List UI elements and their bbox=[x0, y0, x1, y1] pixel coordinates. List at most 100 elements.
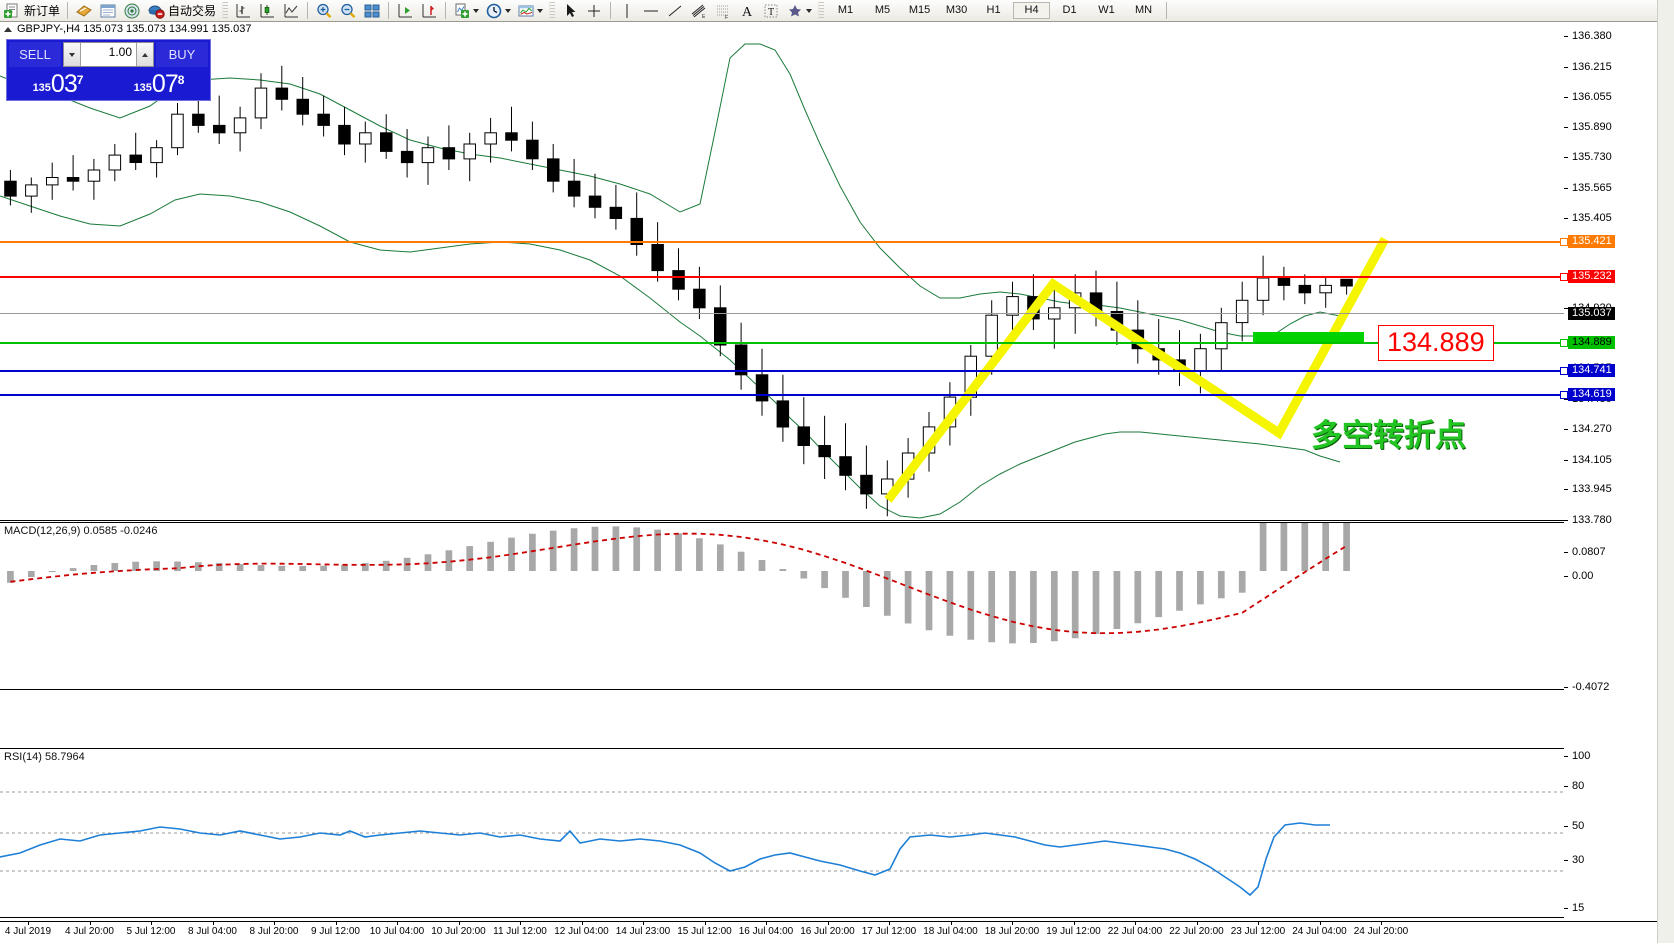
chevron-down-icon-4[interactable] bbox=[806, 8, 813, 13]
price-axis[interactable]: 136.380 136.215 136.055 135.890 135.730 135.5… bbox=[1564, 30, 1674, 916]
indicators-button[interactable] bbox=[450, 1, 482, 21]
price-tag-current-price[interactable]: 135.037 bbox=[1568, 307, 1615, 320]
price-tag-resistance-red[interactable]: 135.232 bbox=[1568, 270, 1615, 283]
price-line-handle[interactable] bbox=[1560, 367, 1568, 375]
navigator-button[interactable] bbox=[120, 1, 144, 21]
timeframe-h4[interactable]: H4 bbox=[1013, 2, 1051, 19]
price-line-current-price[interactable] bbox=[0, 313, 1564, 314]
vertical-line-button[interactable] bbox=[615, 1, 639, 21]
text-button[interactable]: A bbox=[735, 1, 759, 21]
price-plot[interactable] bbox=[0, 36, 1564, 520]
volume-stepper[interactable]: 1.00 bbox=[63, 42, 154, 67]
line-chart-button[interactable] bbox=[279, 1, 303, 21]
expert-advisors-button[interactable] bbox=[72, 1, 96, 21]
rsi-tick-label: 15 bbox=[1572, 902, 1585, 914]
time-tick-label: 10 Jul 04:00 bbox=[369, 926, 425, 937]
macd-plot[interactable] bbox=[0, 523, 1564, 689]
trendline-button[interactable] bbox=[663, 1, 687, 21]
bar-chart-button[interactable] bbox=[231, 1, 255, 21]
buy-button[interactable]: BUY bbox=[156, 42, 208, 67]
price-tag-support-blue-1[interactable]: 134.741 bbox=[1568, 364, 1615, 377]
price-line-handle[interactable] bbox=[1560, 391, 1568, 399]
timeframe-m5[interactable]: M5 bbox=[874, 4, 891, 16]
chart-area[interactable]: 134.889 多空转折点 MACD(12,26,9) 0.0585 -0.02… bbox=[0, 30, 1674, 921]
zoom-in-button[interactable] bbox=[312, 1, 336, 21]
toolbar-grip-3[interactable] bbox=[818, 2, 825, 19]
one-click-trading-panel[interactable]: SELL 1.00 BUY 135 03 7 135 07 8 bbox=[6, 39, 211, 101]
price-tickmark bbox=[1564, 187, 1568, 189]
price-line-support-blue-2[interactable] bbox=[0, 394, 1564, 396]
timeframe-m30[interactable]: M30 bbox=[945, 4, 968, 16]
sell-button[interactable]: SELL bbox=[9, 42, 61, 67]
timeframe-d1[interactable]: D1 bbox=[1062, 4, 1077, 16]
time-tick-label: 4 Jul 2019 bbox=[4, 926, 52, 937]
price-tag-support-green[interactable]: 134.889 bbox=[1568, 336, 1615, 349]
crosshair-icon bbox=[585, 2, 603, 20]
timeframe-w1[interactable]: W1 bbox=[1098, 4, 1115, 16]
price-tag-resistance-orange[interactable]: 135.421 bbox=[1568, 235, 1615, 248]
toolbar-divider-5 bbox=[610, 2, 612, 19]
price-line-handle[interactable] bbox=[1560, 273, 1568, 281]
price-line-handle[interactable] bbox=[1560, 339, 1568, 347]
volume-increment-button[interactable] bbox=[136, 43, 153, 66]
toolbar-divider-2 bbox=[307, 2, 309, 19]
time-axis[interactable]: 4 Jul 2019 4 Jul 20:00 5 Jul 12:00 8 Jul 04… bbox=[0, 921, 1674, 944]
horizontal-line-button[interactable] bbox=[639, 1, 663, 21]
sell-price-big: 03 bbox=[50, 70, 78, 98]
price-tick-label: 136.380 bbox=[1572, 30, 1612, 42]
timeframe-m1[interactable]: M1 bbox=[837, 4, 854, 16]
macd-panel[interactable]: MACD(12,26,9) 0.0585 -0.0246 bbox=[0, 522, 1564, 690]
rsi-panel[interactable]: RSI(14) 58.7964 bbox=[0, 748, 1564, 918]
price-tick-label: 134.105 bbox=[1572, 453, 1612, 466]
chevron-down-icon-volume bbox=[69, 52, 75, 57]
rsi-plot[interactable] bbox=[0, 749, 1564, 917]
price-line-support-blue-1[interactable] bbox=[0, 370, 1564, 372]
autotrading-icon bbox=[147, 2, 165, 20]
time-tick-label: 8 Jul 20:00 bbox=[249, 926, 299, 937]
toolbar-grip-2[interactable] bbox=[549, 2, 556, 19]
equidistant-channel-button[interactable]: E bbox=[687, 1, 711, 21]
price-line-resistance-red[interactable] bbox=[0, 276, 1564, 278]
price-tag-support-blue-2[interactable]: 134.619 bbox=[1568, 388, 1615, 401]
timeframe-mn[interactable]: MN bbox=[1134, 4, 1153, 16]
text-label-button[interactable]: T bbox=[759, 1, 783, 21]
price-tickmark bbox=[1564, 307, 1568, 309]
chevron-up-icon-volume bbox=[142, 52, 148, 57]
volume-dropdown-button[interactable] bbox=[64, 43, 81, 66]
collapse-triangle-icon[interactable] bbox=[4, 26, 12, 32]
chevron-down-icon-3[interactable] bbox=[537, 8, 544, 13]
buy-price[interactable]: 135 07 8 bbox=[110, 69, 208, 98]
shift-end-button[interactable] bbox=[393, 1, 417, 21]
candlestick-chart-button[interactable] bbox=[255, 1, 279, 21]
autotrading-button[interactable]: 自动交易 bbox=[144, 1, 219, 21]
fibonacci-button[interactable]: F bbox=[711, 1, 735, 21]
cursor-button[interactable] bbox=[558, 1, 582, 21]
price-line-support-green[interactable] bbox=[0, 342, 1564, 344]
indicators-icon bbox=[453, 2, 471, 20]
vertical-scrollbar[interactable] bbox=[1657, 0, 1674, 943]
chevron-down-icon-2[interactable] bbox=[505, 8, 512, 13]
tile-windows-button[interactable] bbox=[360, 1, 384, 21]
objects-button[interactable] bbox=[783, 1, 815, 21]
time-tickmark bbox=[458, 922, 460, 925]
toolbar-grip[interactable] bbox=[222, 2, 229, 19]
sell-price[interactable]: 135 03 7 bbox=[9, 69, 107, 98]
periods-button[interactable] bbox=[482, 1, 514, 21]
templates-button[interactable] bbox=[514, 1, 546, 21]
zoom-out-button[interactable] bbox=[336, 1, 360, 21]
data-window-button[interactable] bbox=[96, 1, 120, 21]
timeframe-m15[interactable]: M15 bbox=[908, 4, 931, 16]
macd-tickmark bbox=[1564, 687, 1568, 688]
new-order-button[interactable]: 新订单 bbox=[0, 1, 63, 21]
price-panel[interactable]: 134.889 多空转折点 bbox=[0, 36, 1564, 521]
auto-scroll-button[interactable] bbox=[417, 1, 441, 21]
price-line-resistance-orange[interactable] bbox=[0, 241, 1564, 243]
crosshair-button[interactable] bbox=[582, 1, 606, 21]
price-line-handle[interactable] bbox=[1560, 238, 1568, 246]
auto-scroll-icon bbox=[420, 2, 438, 20]
toolbar-divider bbox=[67, 2, 69, 19]
chevron-down-icon[interactable] bbox=[473, 8, 480, 13]
price-tick-label: 135.890 bbox=[1572, 121, 1612, 134]
volume-value[interactable]: 1.00 bbox=[108, 45, 132, 59]
timeframe-h1[interactable]: H1 bbox=[986, 4, 1001, 16]
